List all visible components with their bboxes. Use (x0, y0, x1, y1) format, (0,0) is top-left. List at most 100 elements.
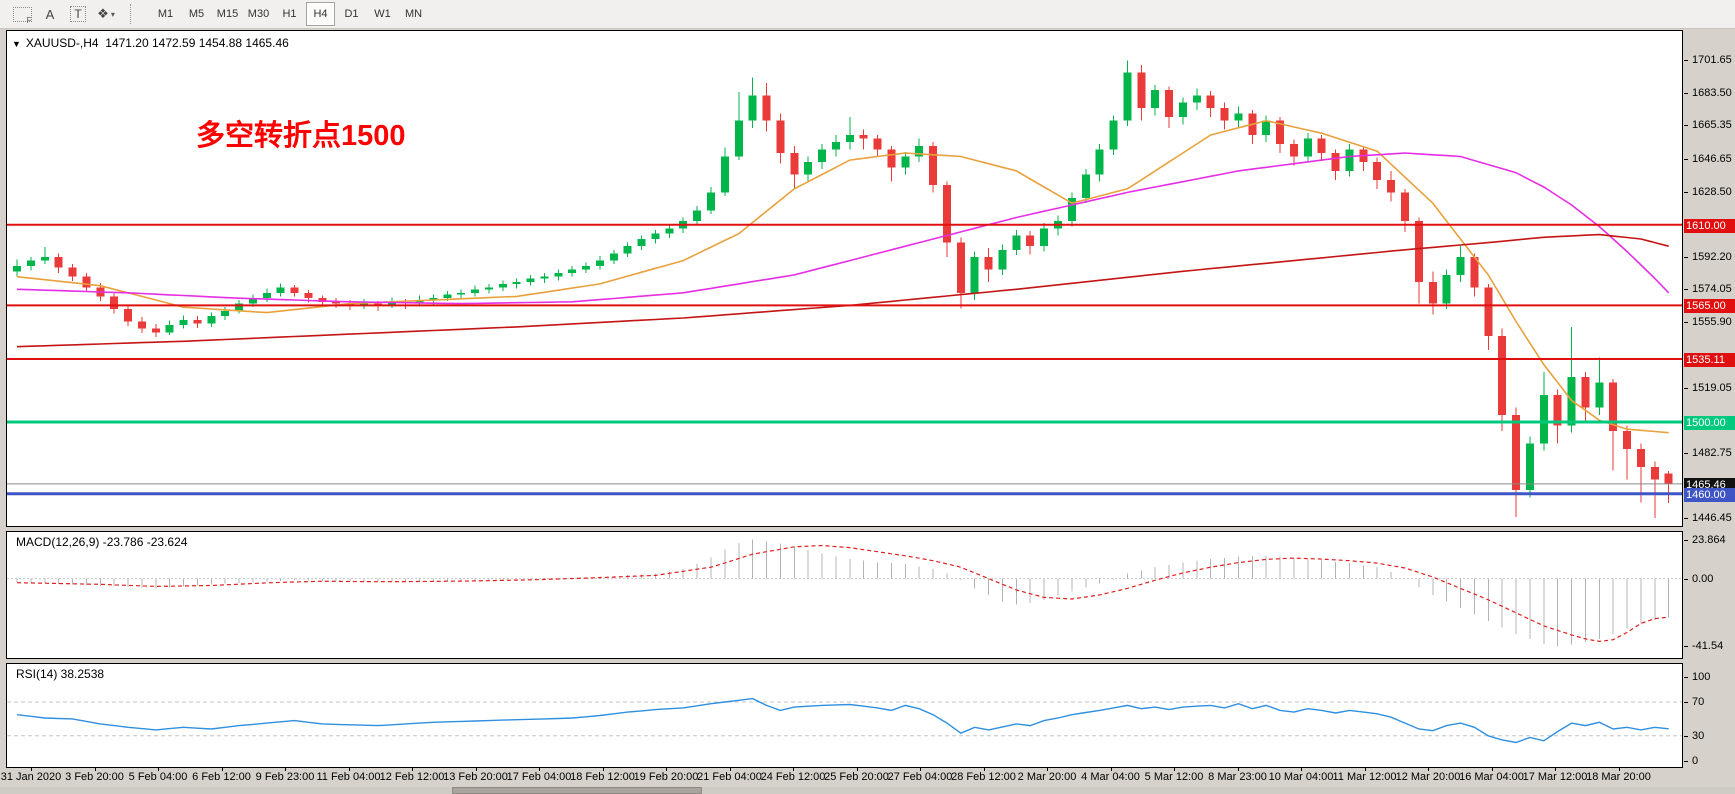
time-axis-label: 5 Feb 04:00 (128, 771, 188, 783)
price-line-label-1535.11: 1535.11 (1684, 353, 1735, 367)
toolbar: F A T ❖ ▾ M1 M5 M15 M30 H1 H4 D1 W1 MN (0, 0, 1735, 29)
time-tick (158, 767, 159, 771)
time-axis[interactable]: 31 Jan 2020 3 Feb 20:00 5 Feb 04:00 6 Feb 1… (1, 767, 1683, 786)
ohlc-readout: 1471.20 1472.59 1454.88 1465.46 (105, 36, 289, 50)
timeframe-button-w1[interactable]: W1 (374, 8, 391, 20)
time-axis-label: 27 Feb 04:00 (887, 771, 953, 783)
macd-chart[interactable] (7, 532, 1682, 658)
timeframe-button-m5[interactable]: M5 (188, 8, 205, 20)
timeframe-toolbar: M1 M5 M15 M30 H1 H4 D1 W1 MN (142, 0, 429, 28)
text-glyph: T (70, 6, 86, 22)
price-axis[interactable]: 1701.65 1683.50 1665.35 1646.65 1628.50 1592.… (1684, 0, 1735, 794)
chart-annotation-text[interactable]: 多空转折点1500 (196, 120, 406, 152)
time-tick (539, 767, 540, 771)
drawing-toolbar: F A T ❖ ▾ (0, 0, 120, 28)
timeframe-button-h4[interactable]: H4 (306, 2, 335, 26)
time-tick (1301, 767, 1302, 771)
time-tick (793, 767, 794, 771)
time-axis-label: 13 Feb 20:00 (443, 771, 508, 783)
rsi-tick-label: 100 (1692, 670, 1711, 683)
axis-tick (1684, 646, 1688, 648)
timeframe-button-m30[interactable]: M30 (247, 8, 270, 20)
candles-group (13, 60, 1673, 518)
time-tick (412, 767, 413, 771)
price-line-label-1460.00: 1460.00 (1684, 487, 1735, 502)
macd-tick-label: 0.00 (1692, 572, 1714, 585)
arrows-glyph: ❖ (97, 6, 109, 21)
price-tick-label: 1701.65 (1692, 54, 1732, 67)
axis-tick (1684, 452, 1688, 454)
timeframe-button-m15[interactable]: M15 (216, 8, 239, 20)
arrows-icon[interactable]: ❖ ▾ (94, 3, 118, 25)
time-axis-label: 2 Mar 20:00 (1017, 771, 1077, 783)
price-tick-label: 1482.75 (1692, 446, 1732, 459)
time-tick (1364, 767, 1366, 771)
timeframe-button-d1[interactable]: D1 (344, 8, 359, 20)
timeframe-button-h1[interactable]: H1 (282, 8, 297, 20)
macd-histogram (16, 539, 1670, 647)
horizontal-scrollbar[interactable] (0, 787, 1735, 794)
price-line-label-1500.00: 1500.00 (1684, 415, 1735, 430)
time-axis-label: 4 Mar 04:00 (1081, 771, 1140, 783)
time-tick (94, 767, 96, 771)
fibonacci-icon[interactable]: F (10, 3, 34, 25)
rsi-pane[interactable]: RSI(14) 38.2538 (6, 663, 1683, 768)
time-axis-label: 18 Feb 12:00 (570, 771, 635, 783)
price-tick-label: 1628.50 (1692, 185, 1732, 198)
dropdown-triangle-icon[interactable]: ▼ (12, 39, 21, 49)
time-axis-label: 12 Feb 12:00 (379, 771, 445, 783)
macd-tick-label: -41.54 (1692, 640, 1724, 653)
axis-tick (1684, 191, 1688, 193)
text-icon[interactable]: T (66, 3, 90, 25)
time-axis-label: 12 Mar 20:00 (1395, 771, 1461, 783)
time-tick (348, 767, 350, 771)
scrollbar-thumb[interactable] (452, 787, 702, 794)
axis-tick (1684, 761, 1688, 763)
time-tick (1237, 767, 1239, 771)
price-tick-label: 1519.05 (1692, 381, 1732, 394)
price-tick-label: 1592.20 (1692, 250, 1732, 263)
price-line-label-1610.00: 1610.00 (1684, 218, 1735, 233)
toolbar-separator (130, 4, 136, 24)
time-tick (1174, 767, 1175, 771)
time-tick (31, 767, 32, 771)
text-label-icon[interactable]: A (45, 6, 55, 22)
rsi-chart[interactable] (7, 664, 1682, 767)
rsi-label: RSI(14) 38.2538 (16, 667, 105, 681)
time-tick (221, 767, 223, 771)
time-tick (1110, 767, 1112, 771)
time-axis-label: 8 Mar 23:00 (1208, 771, 1267, 783)
time-tick (666, 767, 667, 771)
time-axis-label: 18 Mar 20:00 (1586, 771, 1651, 783)
main-chart-pane[interactable] (6, 30, 1683, 527)
price-tick-label: 1665.35 (1692, 119, 1732, 132)
macd-signal-line (16, 544, 1669, 643)
rsi-tick-label: 70 (1692, 695, 1705, 708)
time-tick (920, 767, 921, 771)
time-axis-label: 17 Mar 12:00 (1522, 771, 1588, 783)
timeframe-button-mn[interactable]: MN (404, 8, 423, 20)
axis-tick (1684, 539, 1688, 541)
timeframe-button-m1[interactable]: M1 (157, 8, 174, 20)
axis-tick (1684, 158, 1688, 160)
time-tick (1555, 767, 1556, 771)
symbol-period: XAUUSD-,H4 (25, 36, 99, 50)
hlines-group (7, 223, 1682, 496)
time-axis-label: 21 Feb 04:00 (697, 771, 762, 783)
price-tick-label: 1555.90 (1692, 315, 1732, 328)
ma-medium (16, 152, 1670, 305)
fibonacci-box: F (12, 6, 32, 25)
axis-tick (1684, 289, 1688, 291)
axis-tick (1684, 92, 1688, 94)
fibonacci-glyph: F (26, 15, 32, 25)
macd-pane[interactable]: MACD(12,26,9) -23.786 -23.624 (6, 531, 1683, 659)
chevron-down-icon: ▾ (110, 9, 115, 19)
time-axis-label: 31 Jan 2020 (0, 771, 62, 783)
rsi-tick-label: 0 (1692, 755, 1699, 768)
macd-label: MACD(12,26,9) -23.786 -23.624 (16, 535, 188, 549)
time-axis-label: 16 Mar 04:00 (1459, 771, 1524, 783)
candlestick-chart[interactable] (7, 31, 1682, 526)
chart-title: ▼ XAUUSD-,H4 1471.20 1472.59 1454.88 1465… (12, 36, 289, 50)
axis-tick (1684, 256, 1688, 258)
time-axis-label: 19 Feb 20:00 (633, 771, 699, 783)
